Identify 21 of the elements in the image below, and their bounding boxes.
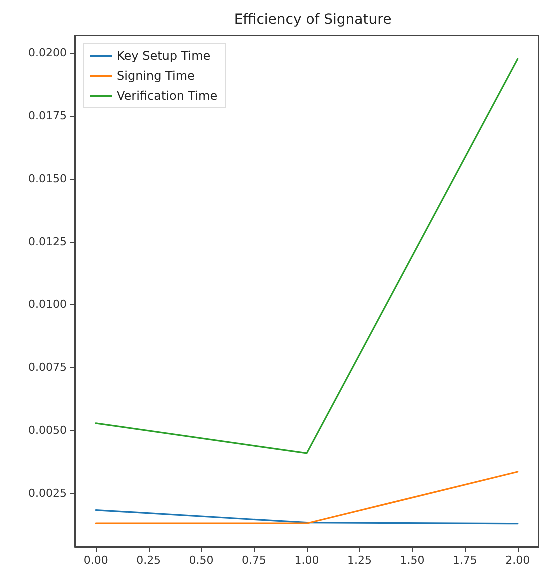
x-tick-label: 1.50 [400, 554, 425, 567]
y-tick-label: 0.0200 [28, 46, 67, 60]
x-tick-label: 0.50 [189, 554, 214, 567]
x-tick-label: 0.00 [84, 554, 108, 567]
x-tick-label: 0.25 [136, 554, 162, 567]
x-tick-label: 1.25 [347, 554, 372, 567]
legend-label: Signing Time [117, 69, 195, 83]
chart-title: Efficiency of Signature [234, 12, 392, 28]
legend-label: Verification Time [117, 89, 218, 103]
y-tick-label: 0.0125 [28, 235, 67, 248]
y-tick-label: 0.0025 [28, 486, 67, 500]
y-tick-label: 0.0075 [28, 361, 67, 374]
y-tick-label: 0.0050 [28, 424, 67, 438]
x-tick-label: 2.00 [506, 554, 530, 567]
x-tick-label: 0.75 [242, 554, 267, 567]
y-tick-label: 0.0150 [28, 172, 67, 186]
x-tick-label: 1.00 [294, 554, 320, 567]
legend-label: Key Setup Time [117, 49, 211, 63]
x-tick-label: 1.75 [452, 554, 478, 567]
y-tick-label: 0.0100 [28, 298, 67, 312]
y-tick-label: 0.0175 [28, 110, 67, 123]
